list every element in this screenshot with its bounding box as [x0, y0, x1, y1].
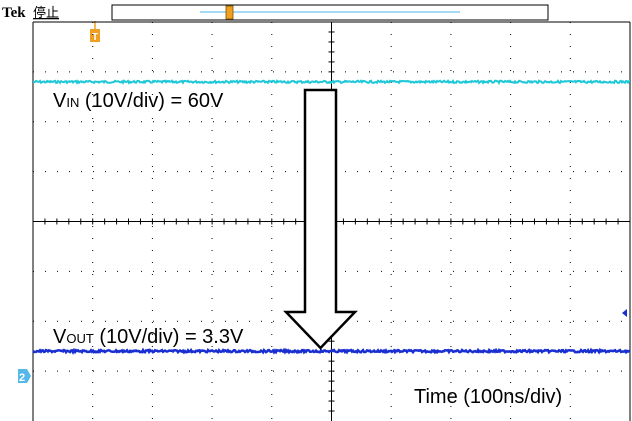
trace-vout	[32, 347, 631, 355]
ch2-marker-label: 2	[19, 372, 25, 384]
ch2-ground-marker: 2	[18, 369, 31, 384]
trigger-marker-label: T	[92, 32, 98, 43]
x-axis-label: Time (100ns/div)	[414, 386, 562, 408]
step-down-arrow	[283, 88, 358, 350]
trace-vin	[32, 78, 631, 86]
record-position-bar[interactable]	[111, 4, 549, 21]
trigger-position-icon: T	[90, 21, 100, 43]
trigger-level-icon	[622, 309, 627, 317]
brand-label: Tek	[2, 5, 26, 21]
run-status-label: 停止	[33, 5, 59, 20]
vin-annotation: VIN (10V/div) = 60V	[53, 90, 224, 112]
vout-annotation: VOUT (10V/div) = 3.3V	[53, 326, 244, 348]
